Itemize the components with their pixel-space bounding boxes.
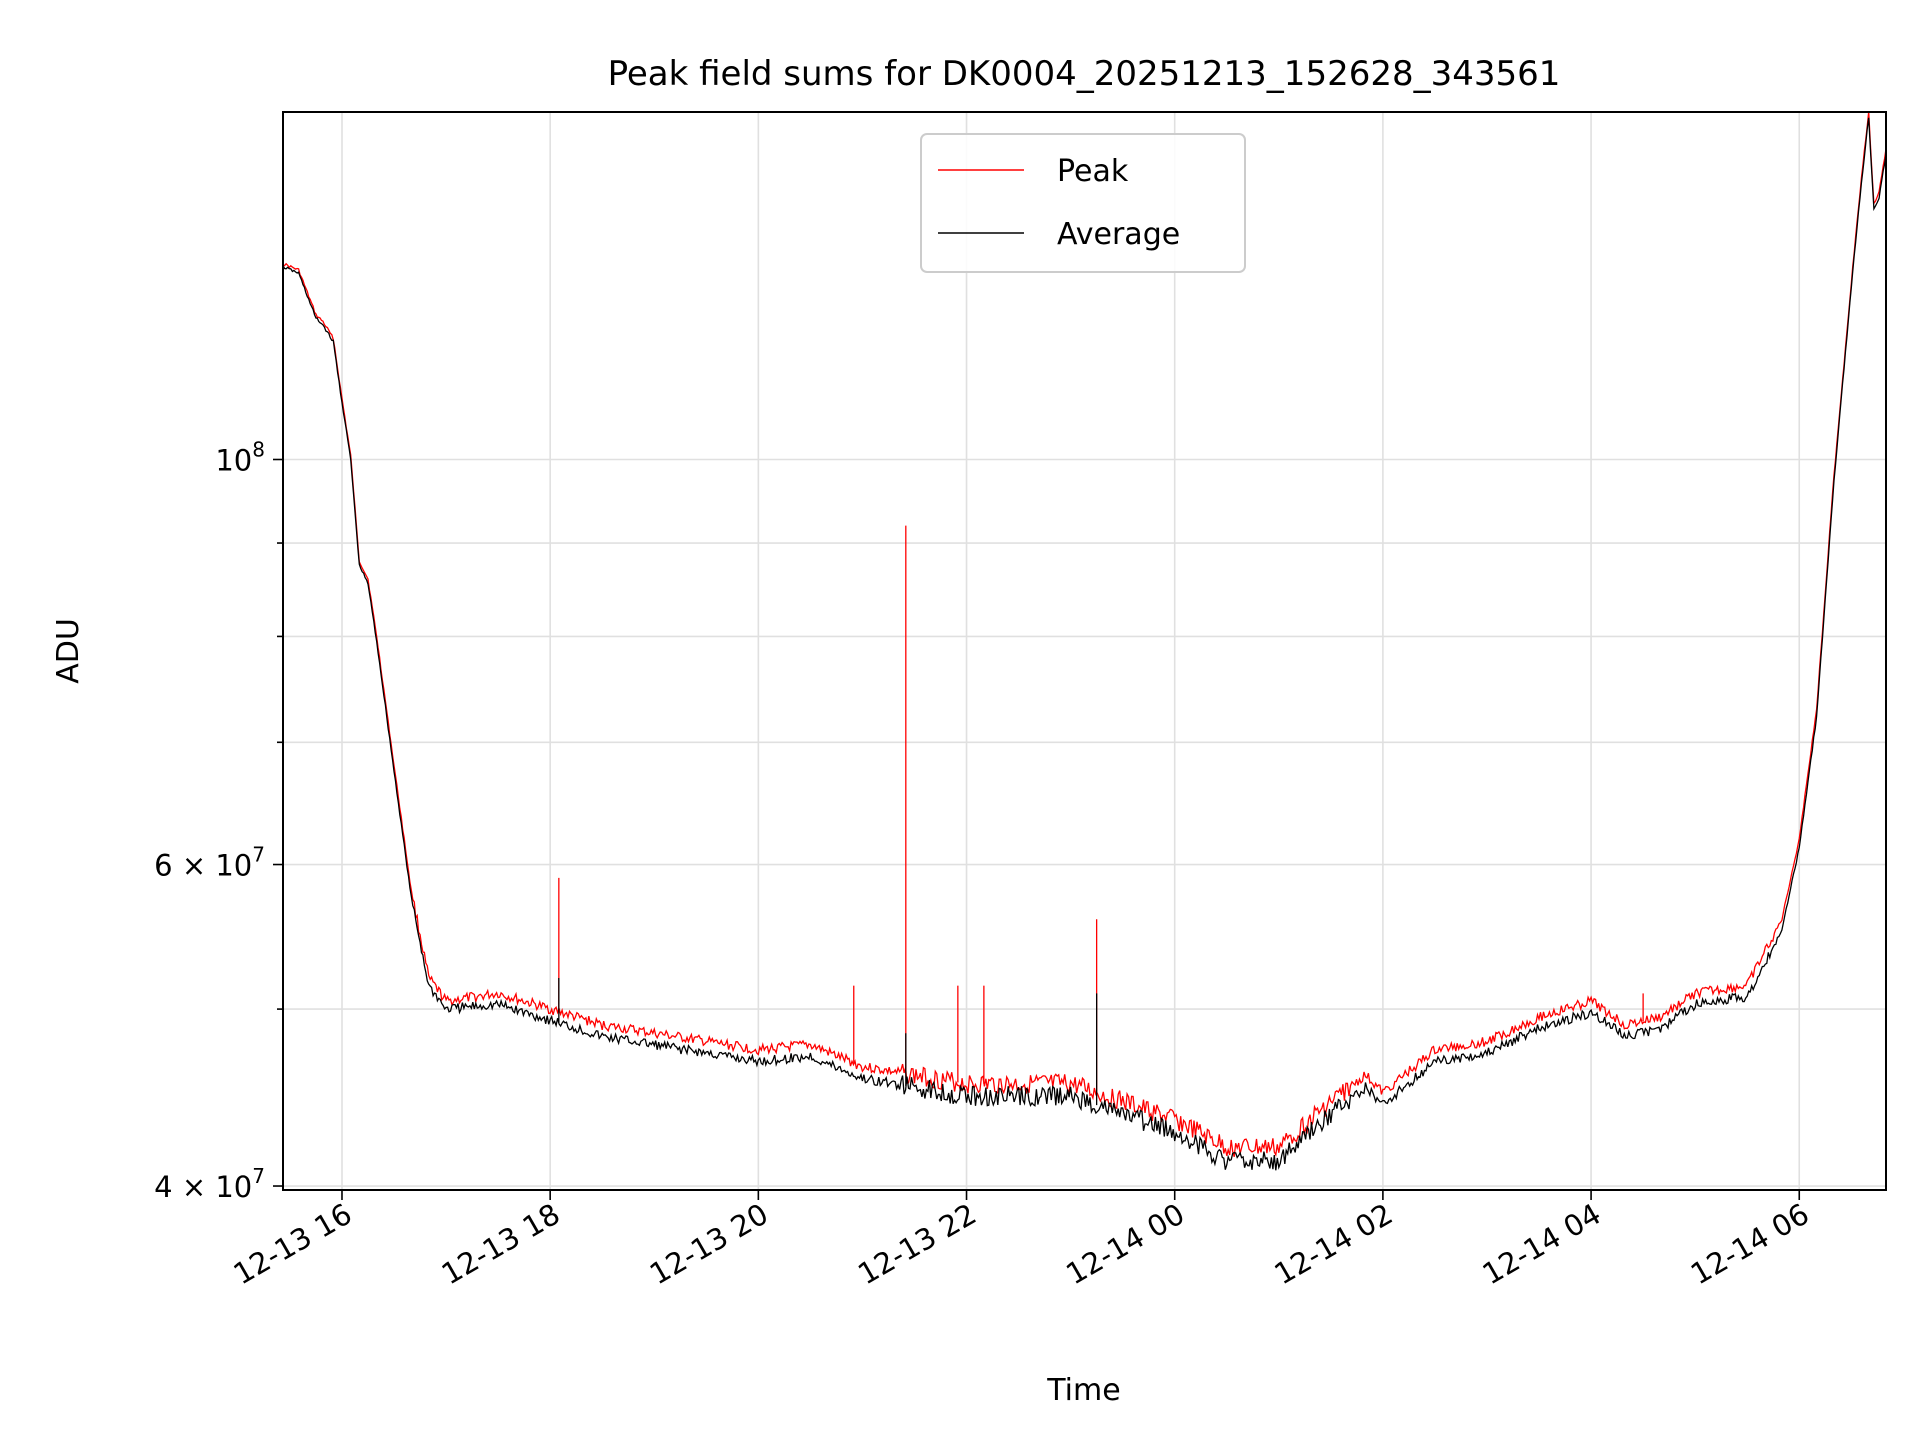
y-tick-label: 4 × 107 [154,1164,265,1204]
y-tick-label: 108 [215,437,265,477]
plot-frame [282,111,1887,1191]
chart-title: Peak field sums for DK0004_20251213_1526… [608,54,1561,94]
legend-label-peak: Peak [1057,154,1129,189]
plot-series [283,112,1886,1171]
series-line-peak [283,112,1886,1157]
legend-label-average: Average [1057,217,1180,252]
y-tick-label: 6 × 107 [154,843,265,883]
legend: Peak Average [920,133,1246,273]
grid [283,112,1886,1190]
legend-box [920,133,1246,273]
y-axis-label: ADU [51,618,86,684]
series-line-average [283,117,1886,1171]
x-axis-label: Time [1046,1373,1120,1408]
